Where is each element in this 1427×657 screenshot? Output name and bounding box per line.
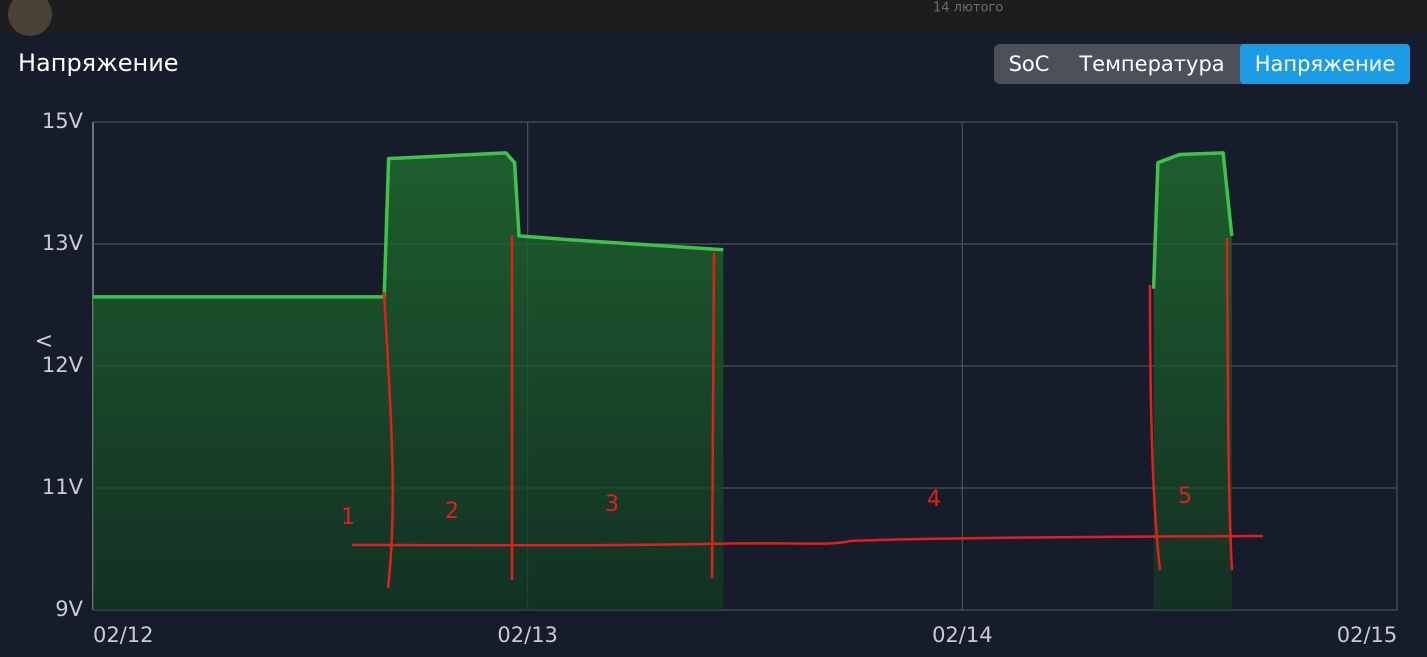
annotations: 1 2 3 4 5 bbox=[341, 235, 1264, 589]
annotation-line bbox=[382, 291, 394, 589]
back-arrow[interactable]: < bbox=[35, 329, 53, 354]
x-tick-label: 02/15 bbox=[1337, 623, 1398, 647]
plot: 15V 13V 12V 11V 9V 02/12 02/13 02/14 02/15 bbox=[42, 109, 1398, 647]
chart-title: Напряжение bbox=[18, 49, 179, 77]
y-tick-label: 12V bbox=[42, 353, 84, 377]
tab[interactable]: Температура bbox=[1078, 52, 1224, 76]
x-tick-label: 02/13 bbox=[497, 623, 558, 647]
x-tick-label: 02/12 bbox=[93, 623, 154, 647]
date-label: 14 лютого bbox=[933, 1, 1003, 16]
area-fill bbox=[93, 152, 1232, 610]
annotation-label: 3 bbox=[605, 492, 619, 517]
annotation-label: 2 bbox=[445, 499, 459, 524]
annotation-line bbox=[1225, 237, 1234, 571]
x-tick-label: 02/14 bbox=[932, 623, 993, 647]
line bbox=[93, 151, 1234, 299]
y-tick-label: 15V bbox=[42, 109, 84, 133]
top-bar bbox=[0, 0, 1427, 32]
tab-group: SoC Температура Напряжение bbox=[994, 44, 1410, 84]
y-tick-label: 11V bbox=[42, 475, 84, 499]
tab[interactable]: Напряжение bbox=[1255, 52, 1396, 76]
tab-active-bg bbox=[1240, 44, 1410, 84]
annotation-label: 4 bbox=[927, 487, 941, 512]
annotation-line bbox=[710, 252, 716, 579]
y-tick-label: 9V bbox=[55, 597, 83, 621]
annotation-label: 5 bbox=[1178, 484, 1192, 509]
avatar bbox=[8, 0, 52, 36]
annotation-label: 1 bbox=[341, 505, 355, 530]
tab[interactable]: SoC bbox=[1009, 52, 1050, 76]
annotation-line bbox=[351, 534, 1264, 547]
y-tick-label: 13V bbox=[42, 231, 84, 255]
annotation-line bbox=[1148, 284, 1162, 571]
